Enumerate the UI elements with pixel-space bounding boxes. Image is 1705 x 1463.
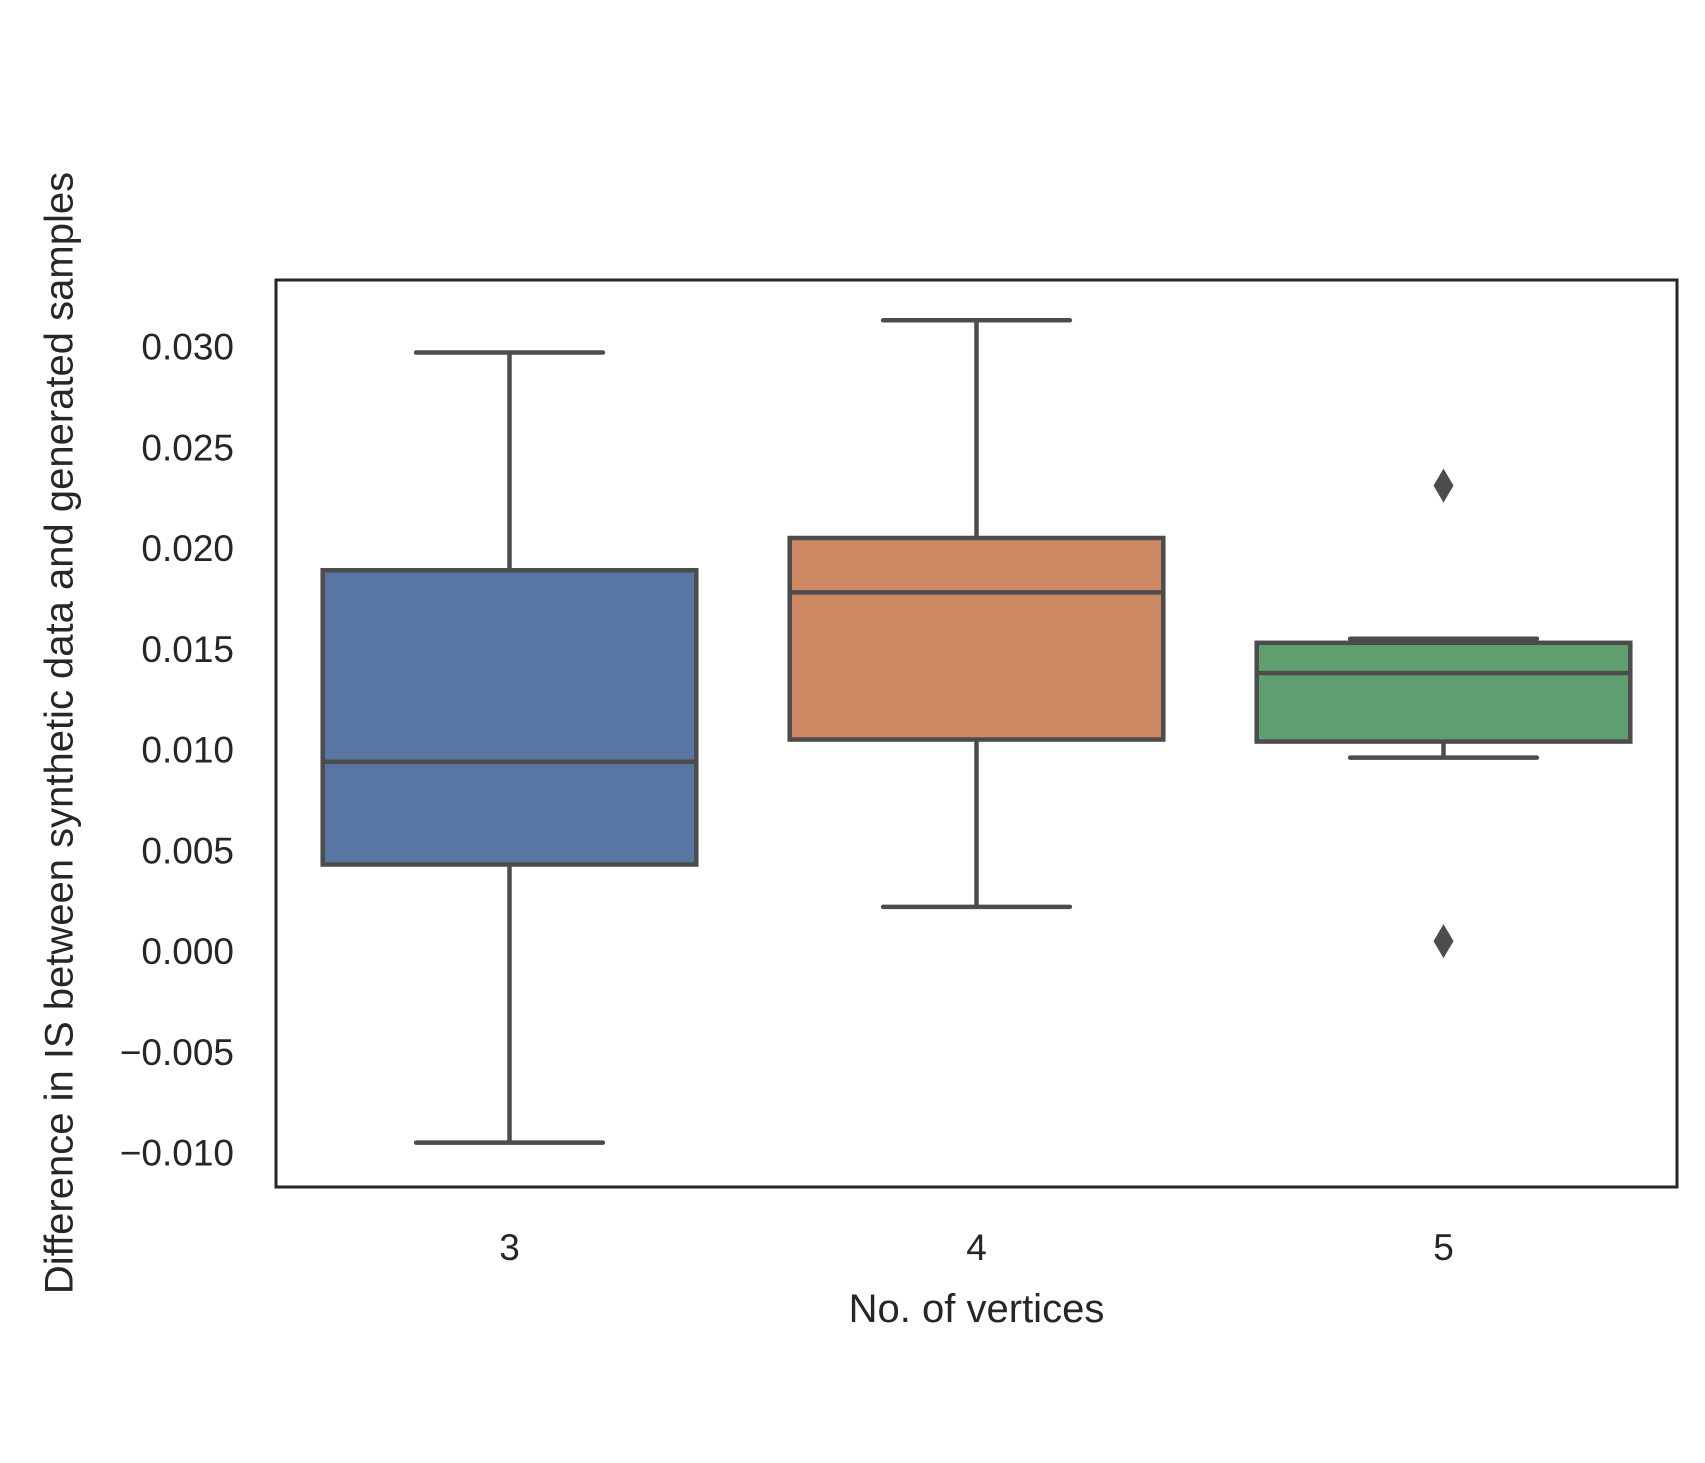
box-series <box>320 318 1633 1145</box>
box-iqr <box>787 535 1166 742</box>
y-tick-label: −0.005 <box>120 1032 234 1073</box>
y-tick-label: 0.000 <box>141 931 234 972</box>
outlier-point <box>1433 468 1454 503</box>
y-tick-label: 0.005 <box>141 830 234 871</box>
y-tick-label: −0.010 <box>120 1133 234 1174</box>
box-group-3 <box>320 350 699 1145</box>
y-axis-ticks: −0.010 −0.005 0.000 0.005 0.010 0.015 0.020 0.0… <box>120 327 234 1174</box>
x-tick-label: 5 <box>1433 1227 1454 1268</box>
x-tick-label: 3 <box>499 1227 520 1268</box>
box-iqr <box>1254 640 1633 744</box>
box-group-5 <box>1254 468 1633 959</box>
x-axis-ticks: 3 4 5 <box>499 1227 1454 1268</box>
plot-frame <box>274 278 1679 1189</box>
y-tick-label: 0.015 <box>141 629 234 670</box>
x-axis-title: No. of vertices <box>849 1287 1105 1331</box>
outlier-point <box>1433 924 1454 959</box>
y-tick-label: 0.020 <box>141 528 234 569</box>
y-tick-label: 0.030 <box>141 327 234 368</box>
box-group-4 <box>787 318 1166 910</box>
y-tick-label: 0.010 <box>141 730 234 771</box>
y-axis-title: Difference in IS between synthetic data … <box>38 172 82 1294</box>
x-tick-label: 4 <box>966 1227 987 1268</box>
box-iqr <box>320 567 699 867</box>
y-tick-label: 0.025 <box>141 427 234 468</box>
